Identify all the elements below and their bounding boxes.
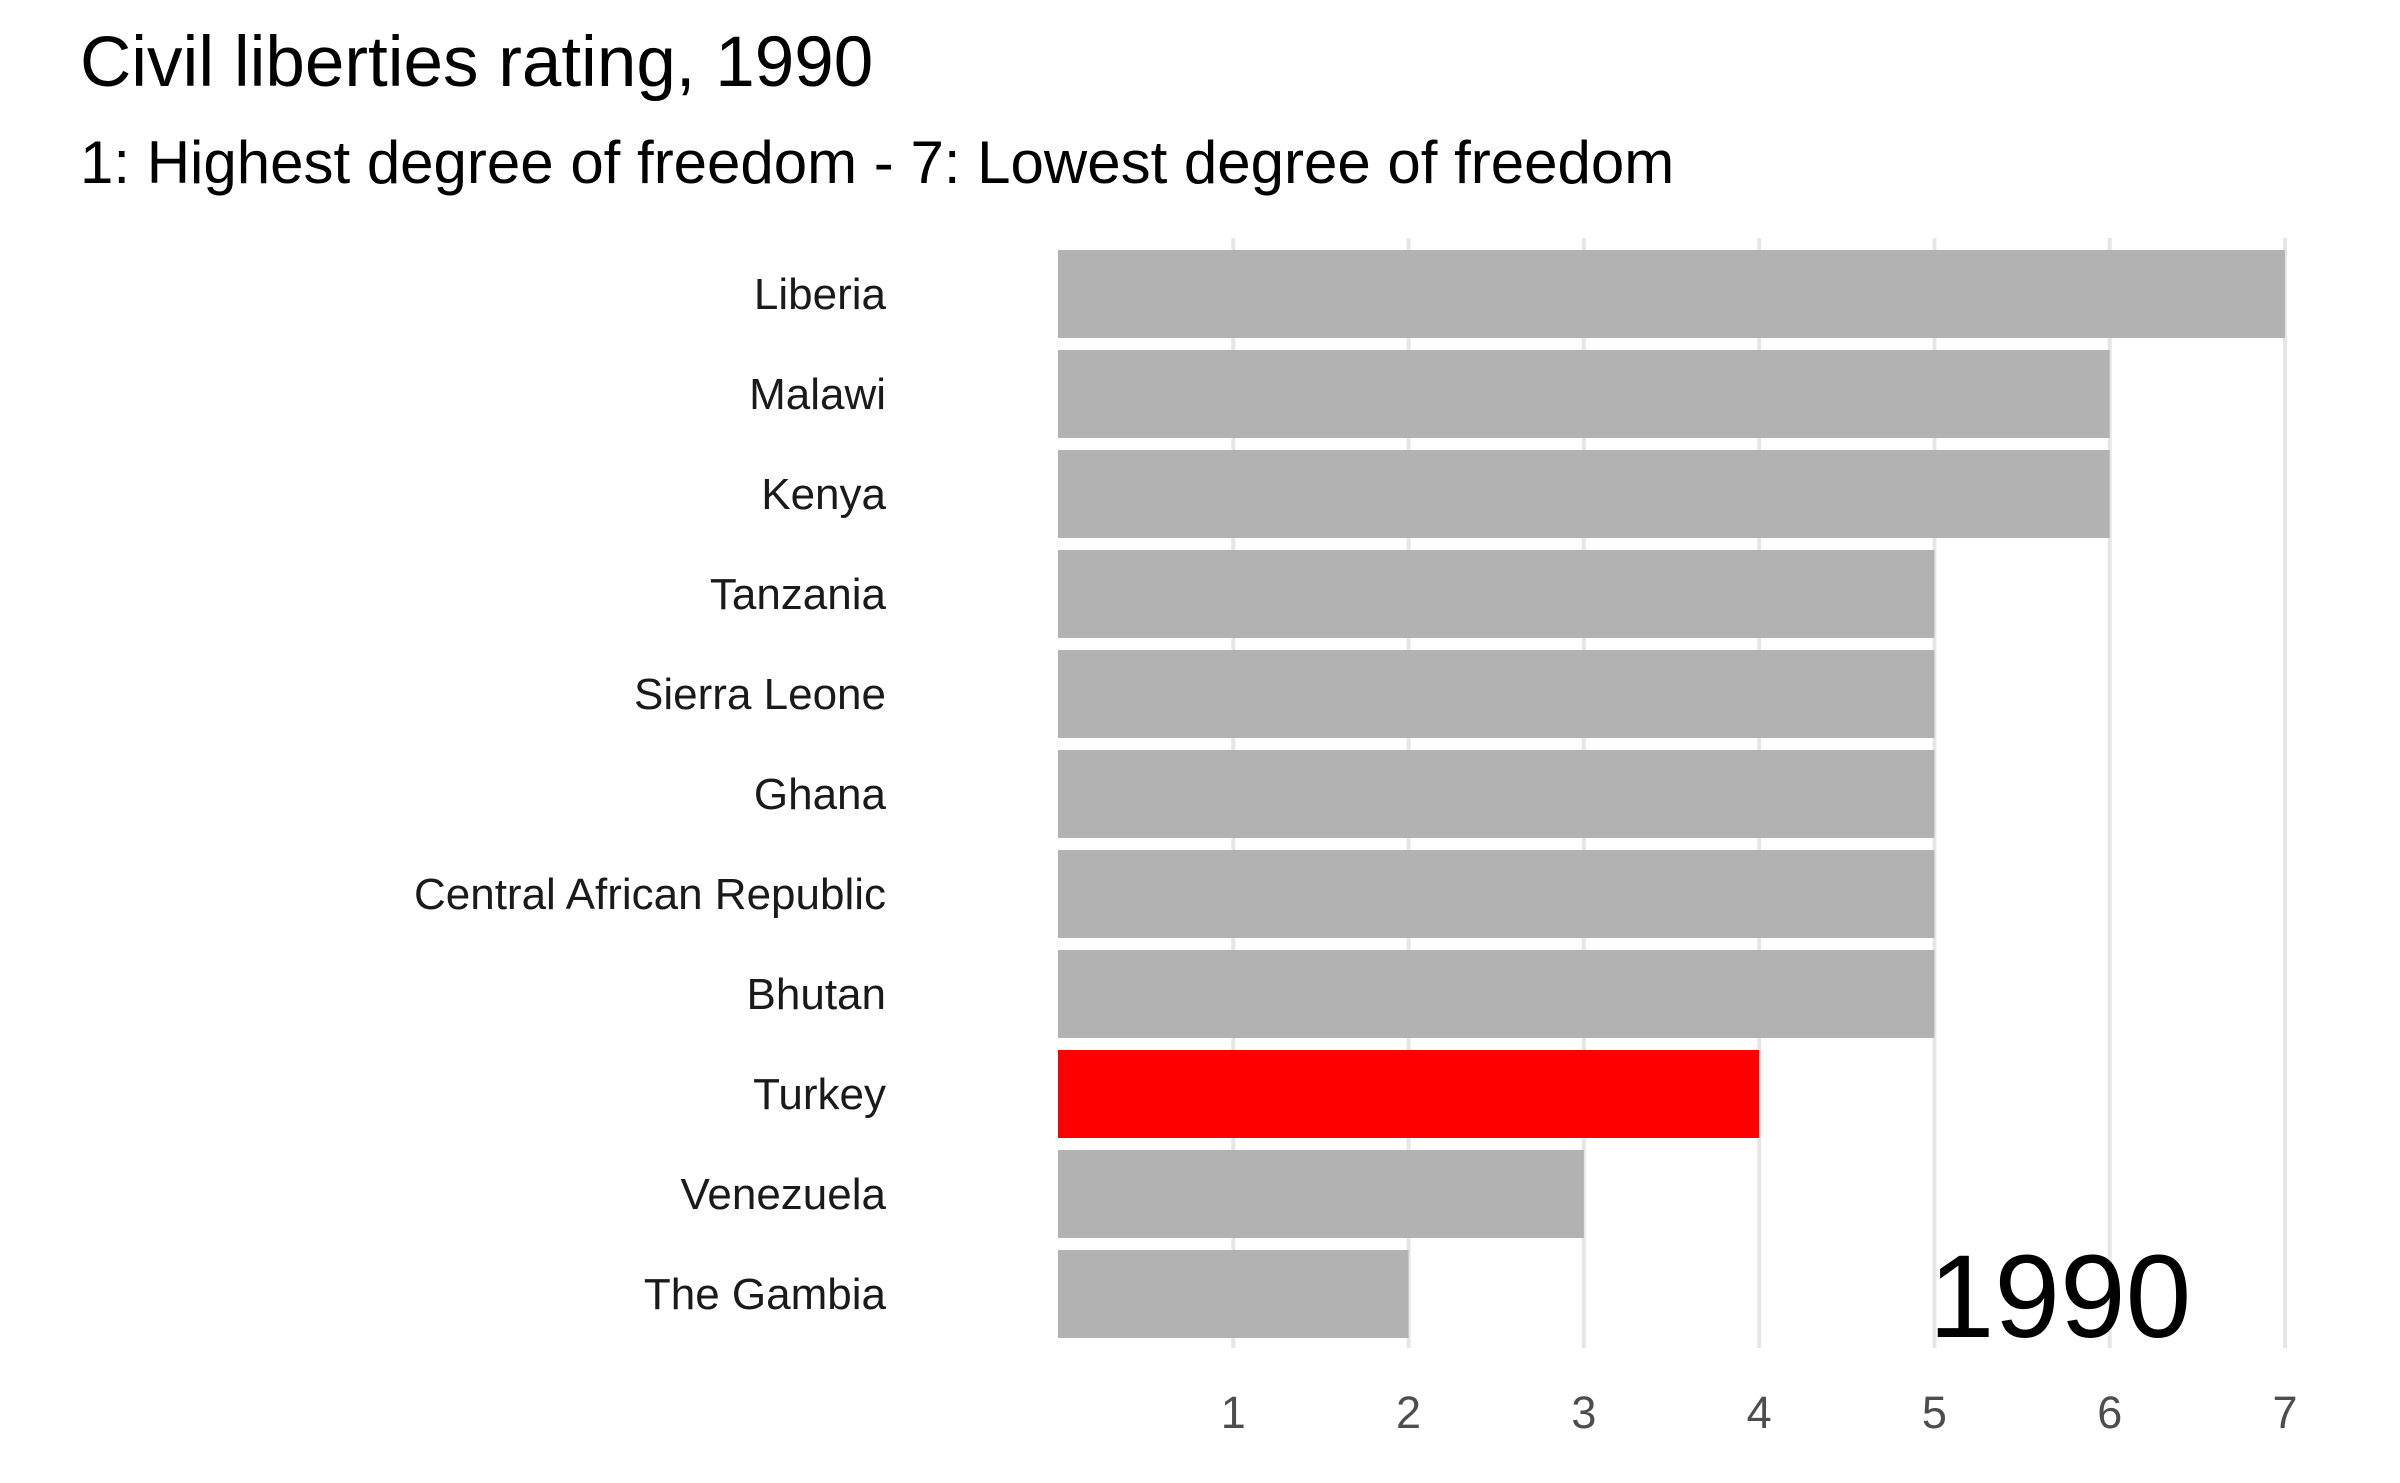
chart-subtitle: 1: Highest degree of freedom - 7: Lowest… <box>80 129 1675 196</box>
bar-bhutan <box>1058 950 1935 1038</box>
category-label-sierra-leone: Sierra Leone <box>634 670 886 719</box>
bar-turkey <box>1058 1050 1760 1138</box>
bar-liberia <box>1058 250 2285 338</box>
x-tick-label-1: 1 <box>1221 1387 1246 1438</box>
category-label-malawi: Malawi <box>749 370 886 419</box>
category-label-venezuela: Venezuela <box>680 1170 886 1219</box>
category-label-turkey: Turkey <box>753 1070 886 1119</box>
year-label: 1990 <box>1929 1231 2192 1363</box>
x-tick-label-3: 3 <box>1571 1387 1596 1438</box>
x-tick-label-7: 7 <box>2272 1387 2297 1438</box>
bar-venezuela <box>1058 1150 1584 1238</box>
category-label-tanzania: Tanzania <box>710 570 887 619</box>
category-label-the-gambia: The Gambia <box>644 1270 887 1319</box>
category-label-central-african-republic: Central African Republic <box>414 870 886 919</box>
x-axis-ticks: 1 2 3 4 5 6 7 <box>1221 1387 2298 1438</box>
bar-central-african-republic <box>1058 850 1935 938</box>
bar-sierra-leone <box>1058 650 1935 738</box>
x-tick-label-6: 6 <box>2097 1387 2122 1438</box>
category-label-bhutan: Bhutan <box>747 970 886 1019</box>
bars <box>1058 250 2285 1338</box>
category-label-kenya: Kenya <box>761 470 886 519</box>
category-label-ghana: Ghana <box>754 770 887 819</box>
bar-ghana <box>1058 750 1935 838</box>
bar-the-gambia <box>1058 1250 1409 1338</box>
bar-tanzania <box>1058 550 1935 638</box>
chart-title: Civil liberties rating, 1990 <box>80 23 874 102</box>
category-labels: Liberia Malawi Kenya Tanzania Sierra Leone Gh… <box>414 270 887 1319</box>
bar-kenya <box>1058 450 2110 538</box>
category-label-liberia: Liberia <box>754 270 887 319</box>
x-tick-label-5: 5 <box>1922 1387 1947 1438</box>
x-tick-label-2: 2 <box>1396 1387 1421 1438</box>
bar-malawi <box>1058 350 2110 438</box>
x-tick-label-4: 4 <box>1747 1387 1772 1438</box>
